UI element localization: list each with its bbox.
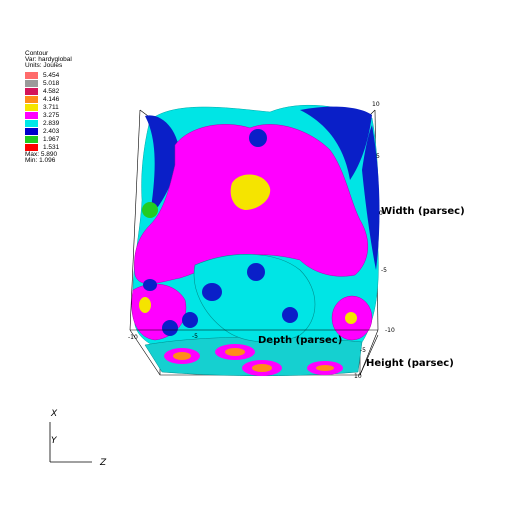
depth-axis-ticks: -10 -5 (128, 333, 198, 341)
legend-color-swatch (25, 88, 38, 96)
legend-color-swatch (25, 120, 38, 128)
legend-level-value: 5.454 (43, 71, 60, 79)
legend-color-swatch (25, 72, 38, 80)
legend-level-value: 3.711 (43, 103, 59, 111)
depth-axis-label: Depth (parsec) (258, 335, 342, 346)
legend-level-list: 5.454 5.018 4.582 4.146 3.711 3.275 2.839 2.403… (25, 72, 72, 152)
legend-level-row: 5.018 (25, 80, 72, 88)
legend-level-row: 2.839 (25, 120, 72, 128)
legend-color-swatch (25, 144, 38, 152)
legend-level-value: 4.582 (43, 87, 60, 95)
legend-level-row: 1.967 (25, 136, 72, 144)
legend-level-value: 2.839 (43, 119, 60, 127)
legend-color-swatch (25, 112, 38, 120)
legend-max: Max: 5.890 (25, 150, 58, 158)
legend-color-swatch (25, 136, 38, 144)
width-axis-label: Width (parsec) (381, 206, 465, 217)
legend-units: Units: Joules (25, 62, 63, 70)
legend-level-value: 4.146 (43, 95, 60, 103)
triad-x-label: X (50, 409, 58, 419)
legend-level-row: 3.275 (25, 112, 72, 120)
legend-min: Min: 1.096 (25, 156, 56, 164)
blue-isosurface-right (362, 125, 380, 270)
legend-level-value: 1.531 (43, 143, 60, 151)
yellow-isosurface-top (230, 174, 271, 210)
legend-level-value: 2.403 (43, 127, 60, 135)
width-tick-5: 5 (376, 153, 380, 160)
blue-isosurface-top-right (300, 106, 372, 180)
width-axis-ticks: 10 5 0 -5 -10 (372, 101, 395, 334)
yellow-blob-left (139, 297, 151, 313)
width-tick-neg5: -5 (381, 267, 387, 274)
legend-variable: Var: hardyglobal (25, 56, 72, 64)
legend-color-swatch (25, 104, 38, 112)
legend-level-row: 2.403 (25, 128, 72, 136)
yellow-blob-right (345, 312, 357, 324)
height-axis-ticks: -5 10 (354, 347, 366, 380)
green-blob (142, 202, 158, 218)
legend-level-row: 1.531 (25, 144, 72, 152)
legend-color-swatch (25, 128, 38, 136)
contour-legend: Contour Var: hardyglobal Units: Joules 5… (25, 50, 72, 164)
legend-level-row: 4.146 (25, 96, 72, 104)
height-axis-label: Height (parsec) (366, 358, 454, 369)
legend-color-swatch (25, 96, 38, 104)
depth-tick-neg10: -10 (128, 334, 138, 341)
height-tick-neg5: -5 (360, 347, 366, 354)
orientation-triad (49, 422, 92, 463)
width-tick-neg10: -10 (385, 327, 395, 334)
legend-color-swatch (25, 80, 38, 88)
legend-level-row: 5.454 (25, 72, 72, 80)
height-tick-10: 10 (354, 373, 362, 380)
legend-level-value: 3.275 (43, 111, 60, 119)
triad-y-label: Y (51, 436, 58, 446)
blue-isosurface-top-left (145, 115, 180, 215)
legend-level-row: 3.711 (25, 104, 72, 112)
legend-level-value: 5.018 (43, 79, 60, 87)
width-tick-0: 0 (379, 210, 383, 217)
legend-level-value: 1.967 (43, 135, 60, 143)
depth-tick-neg5: -5 (192, 333, 198, 340)
triad-z-label: Z (99, 458, 107, 468)
front-box-edges (130, 329, 379, 376)
width-tick-10: 10 (372, 101, 380, 108)
bottom-ring-contours (164, 344, 343, 376)
blue-blobs (143, 129, 298, 336)
legend-level-row: 4.582 (25, 88, 72, 96)
legend-plot-type: Contour (25, 50, 49, 57)
